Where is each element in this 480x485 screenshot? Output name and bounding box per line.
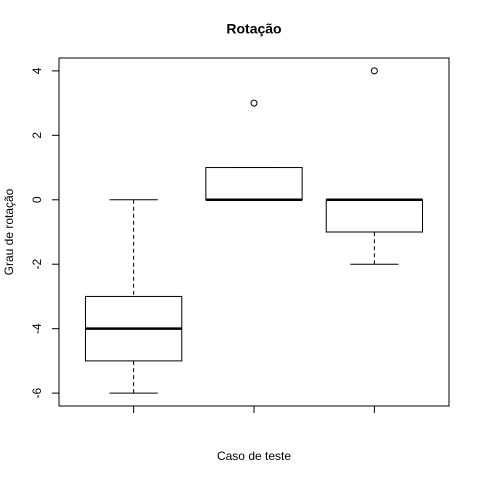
outlier bbox=[250, 99, 258, 107]
y-tick-label: -2 bbox=[30, 259, 44, 270]
y-tick-label: -6 bbox=[30, 387, 44, 398]
y-tick-label: 4 bbox=[30, 67, 44, 74]
box bbox=[325, 199, 424, 233]
box bbox=[205, 167, 303, 201]
outlier bbox=[370, 67, 378, 75]
y-tick-label: 2 bbox=[30, 132, 44, 139]
chart-title: Rotação bbox=[226, 21, 281, 37]
y-tick-label: 0 bbox=[30, 196, 44, 203]
y-axis-label: Grau de rotação bbox=[2, 188, 16, 275]
x-axis-label: Caso de teste bbox=[217, 449, 291, 463]
y-tick-label: -4 bbox=[30, 323, 44, 334]
